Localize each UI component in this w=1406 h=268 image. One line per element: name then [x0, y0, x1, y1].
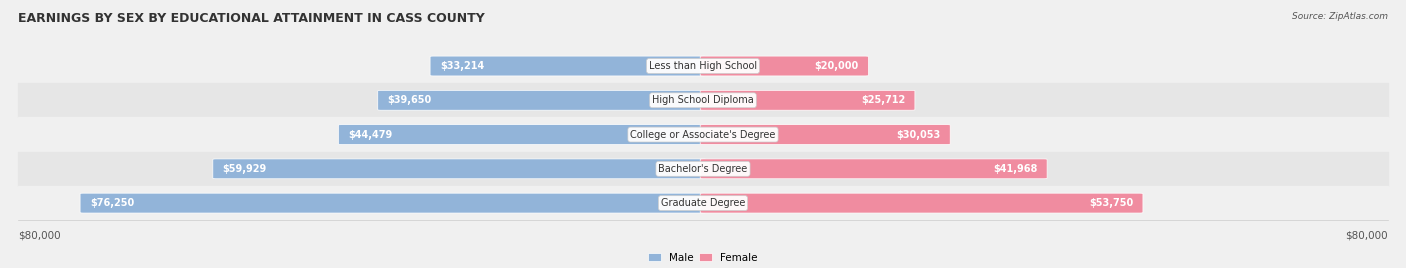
- Bar: [18, 186, 1388, 220]
- Bar: [18, 83, 1388, 117]
- FancyBboxPatch shape: [430, 56, 706, 76]
- FancyBboxPatch shape: [80, 193, 706, 213]
- Text: $59,929: $59,929: [222, 164, 267, 174]
- FancyBboxPatch shape: [339, 125, 706, 144]
- Text: $39,650: $39,650: [388, 95, 432, 105]
- Bar: [18, 152, 1388, 186]
- Text: Source: ZipAtlas.com: Source: ZipAtlas.com: [1292, 12, 1388, 21]
- Text: $76,250: $76,250: [90, 198, 134, 208]
- FancyBboxPatch shape: [700, 193, 1143, 213]
- FancyBboxPatch shape: [700, 90, 915, 110]
- Text: $44,479: $44,479: [349, 129, 392, 140]
- FancyBboxPatch shape: [700, 159, 1047, 179]
- Text: $80,000: $80,000: [1346, 230, 1388, 240]
- FancyBboxPatch shape: [700, 125, 950, 144]
- Text: $30,053: $30,053: [896, 129, 941, 140]
- Text: High School Diploma: High School Diploma: [652, 95, 754, 105]
- Text: $41,968: $41,968: [993, 164, 1038, 174]
- Text: $20,000: $20,000: [814, 61, 859, 71]
- Text: EARNINGS BY SEX BY EDUCATIONAL ATTAINMENT IN CASS COUNTY: EARNINGS BY SEX BY EDUCATIONAL ATTAINMEN…: [18, 12, 485, 25]
- Text: $33,214: $33,214: [440, 61, 484, 71]
- Bar: [18, 117, 1388, 152]
- Text: $80,000: $80,000: [18, 230, 60, 240]
- FancyBboxPatch shape: [700, 56, 869, 76]
- Legend: Male, Female: Male, Female: [644, 249, 762, 267]
- Text: College or Associate's Degree: College or Associate's Degree: [630, 129, 776, 140]
- Text: Bachelor's Degree: Bachelor's Degree: [658, 164, 748, 174]
- Text: Less than High School: Less than High School: [650, 61, 756, 71]
- Bar: [18, 49, 1388, 83]
- FancyBboxPatch shape: [212, 159, 706, 179]
- Text: $53,750: $53,750: [1088, 198, 1133, 208]
- Text: Graduate Degree: Graduate Degree: [661, 198, 745, 208]
- FancyBboxPatch shape: [378, 90, 706, 110]
- Text: $25,712: $25,712: [860, 95, 905, 105]
